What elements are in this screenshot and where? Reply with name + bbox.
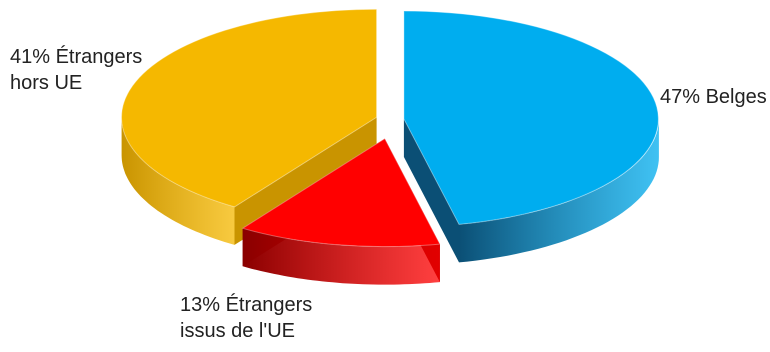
slice-label-ue-line1: 13% Étrangers [180,292,312,318]
slice-label-ue-line2: issus de l'UE [180,318,312,344]
slice-label-ue: 13% Étrangers issus de l'UE [180,292,312,344]
slice-label-belges: 47% Belges [660,84,767,110]
slice-label-hors-ue-line1: 41% Étrangers [10,44,142,70]
slice-label-hors-ue: 41% Étrangers hors UE [10,44,142,96]
slice-label-belges-line1: 47% Belges [660,84,767,110]
slice-label-hors-ue-line2: hors UE [10,70,142,96]
